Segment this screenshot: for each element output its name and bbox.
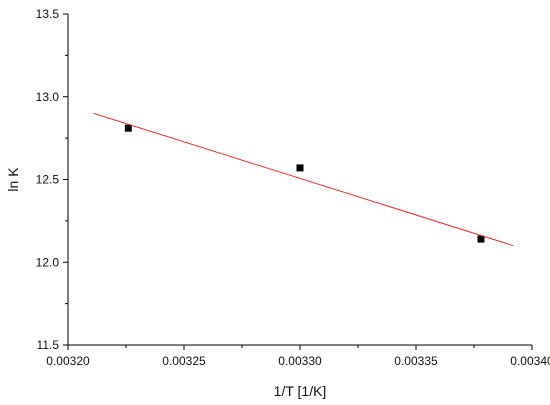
fit-line (93, 112, 514, 247)
x-tick-label: 0.00330 (278, 354, 322, 368)
y-axis-label: ln K (5, 167, 21, 192)
y-tick-label: 13.0 (36, 90, 60, 104)
ticks: 0.00320 0.00325 0.00330 0.00335 0.00340 11.5 1… (36, 7, 550, 368)
series-layer (93, 112, 514, 247)
x-tick-label: 0.00325 (162, 354, 206, 368)
axes (67, 14, 532, 346)
x-tick-label: 0.00320 (46, 354, 90, 368)
data-point (124, 124, 132, 132)
data-point (477, 235, 485, 243)
y-tick-label: 12.0 (36, 255, 60, 269)
y-tick-label: 12.5 (36, 173, 60, 187)
data-point (296, 164, 304, 172)
y-tick-label: 13.5 (36, 7, 60, 21)
x-axis-label: 1/T [1/K] (274, 383, 327, 399)
x-tick-label: 0.00340 (510, 354, 550, 368)
x-tick-label: 0.00335 (394, 354, 438, 368)
y-tick-label: 11.5 (37, 338, 60, 352)
